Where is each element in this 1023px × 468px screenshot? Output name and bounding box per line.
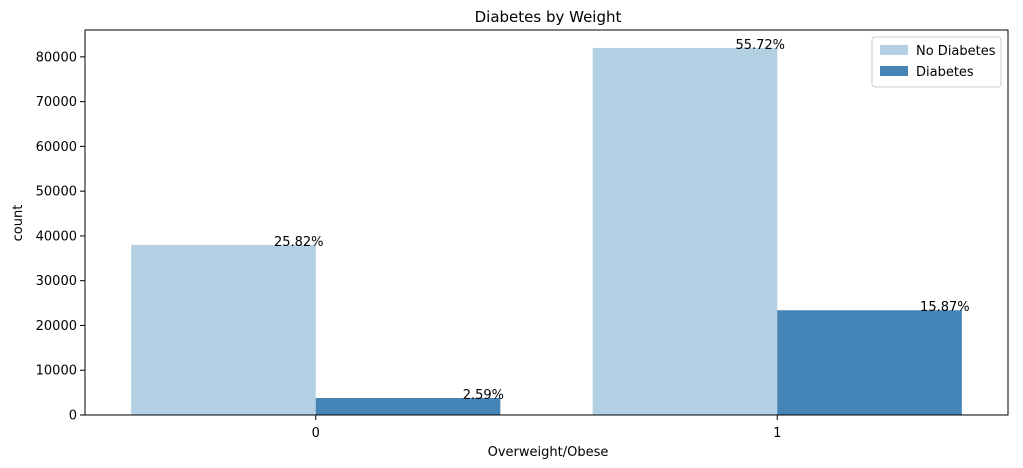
y-axis-label: count xyxy=(11,205,26,242)
bar xyxy=(592,47,778,415)
y-tick-label: 30000 xyxy=(36,274,77,289)
bars-group xyxy=(131,47,962,415)
y-tick-label: 70000 xyxy=(36,95,77,110)
y-tick-label: 0 xyxy=(69,409,77,424)
bar xyxy=(315,397,501,415)
y-axis: 0 10000 20000 30000 40000 50000 60000 70000 8000… xyxy=(36,50,85,424)
y-tick-label: 60000 xyxy=(36,140,77,155)
data-labels-group: 25.82% 2.59% 55.72% 15.87% xyxy=(274,38,970,403)
x-tick-label: 0 xyxy=(312,426,320,441)
legend-swatch xyxy=(880,66,908,76)
bar-data-label: 55.72% xyxy=(735,38,785,53)
legend-entry-label: Diabetes xyxy=(916,65,974,80)
y-tick-label: 50000 xyxy=(36,185,77,200)
bar xyxy=(131,244,316,415)
legend: No Diabetes Diabetes xyxy=(871,36,1002,88)
chart-title: Diabetes by Weight xyxy=(475,8,622,26)
bar xyxy=(777,310,962,415)
legend-entry-label: No Diabetes xyxy=(916,44,996,59)
y-tick-label: 20000 xyxy=(36,319,77,334)
plot-frame xyxy=(84,29,1009,416)
y-tick-label: 80000 xyxy=(36,50,77,65)
x-tick-label: 1 xyxy=(773,426,781,441)
bar-data-label: 15.87% xyxy=(920,300,970,315)
bar-data-label: 2.59% xyxy=(463,388,504,403)
bar-data-label: 25.82% xyxy=(274,235,324,250)
x-axis-label: Overweight/Obese xyxy=(488,445,609,460)
y-tick-label: 10000 xyxy=(36,364,77,379)
y-tick-label: 40000 xyxy=(36,229,77,244)
legend-swatch xyxy=(880,45,908,55)
